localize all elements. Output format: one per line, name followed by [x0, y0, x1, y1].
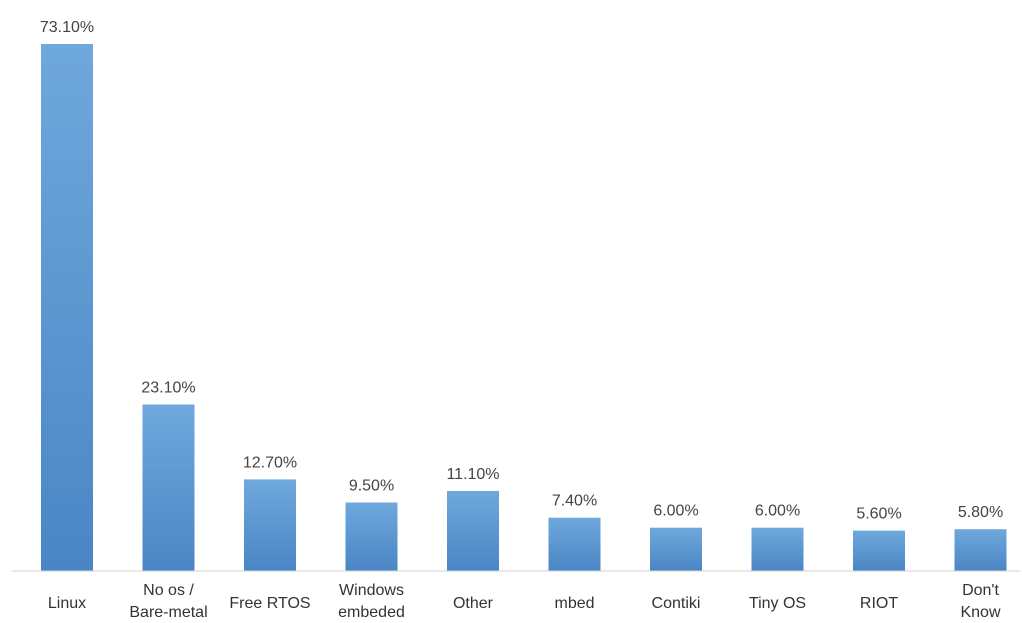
- category-label-line: embeded: [338, 604, 405, 621]
- value-labels-group: 73.10% 23.10% 12.70% 9.50% 11.10% 7.40% 6.00% 6…: [40, 19, 1003, 523]
- category-label-5: mbed: [554, 595, 594, 612]
- bar-6: [650, 527, 702, 571]
- value-label-3: 9.50%: [349, 478, 394, 495]
- category-label-line: Know: [960, 604, 1000, 621]
- value-label-6: 6.00%: [653, 503, 698, 520]
- value-label-4: 11.10%: [446, 466, 499, 483]
- bar-0: [41, 44, 93, 571]
- category-label-0: Linux: [48, 595, 86, 612]
- bar-8: [853, 530, 905, 571]
- bar-5: [548, 517, 601, 571]
- category-label-line: Bare-metal: [129, 604, 207, 621]
- category-label-line: Don't: [962, 582, 999, 599]
- value-label-2: 12.70%: [243, 454, 297, 471]
- bar-9: [954, 529, 1007, 571]
- bar-3: [345, 502, 398, 571]
- category-label-2: Free RTOS: [229, 595, 310, 612]
- bar-2: [244, 479, 296, 571]
- category-label-line: No os /: [143, 582, 194, 599]
- category-label-4: Other: [453, 595, 494, 612]
- category-label-8: RIOT: [860, 595, 898, 612]
- category-labels-group: Linux No os / Bare-metal Free RTOS Windows em…: [48, 582, 1001, 621]
- value-label-9: 5.80%: [958, 504, 1003, 521]
- category-label-6: Contiki: [652, 595, 701, 612]
- bar-1: [142, 404, 195, 571]
- category-label-line: Windows: [339, 582, 404, 599]
- value-label-7: 6.00%: [755, 503, 800, 520]
- value-label-0: 73.10%: [40, 19, 94, 36]
- bars-group: [41, 44, 1007, 571]
- value-label-8: 5.60%: [856, 506, 901, 523]
- category-label-7: Tiny OS: [749, 595, 806, 612]
- value-label-1: 23.10%: [141, 380, 195, 397]
- category-label-1: No os / Bare-metal: [129, 582, 207, 621]
- category-label-9: Don't Know: [960, 582, 1000, 621]
- bar-7: [751, 527, 804, 571]
- bar-4: [447, 491, 499, 571]
- category-label-3: Windows embeded: [338, 582, 405, 621]
- value-label-5: 7.40%: [552, 493, 597, 510]
